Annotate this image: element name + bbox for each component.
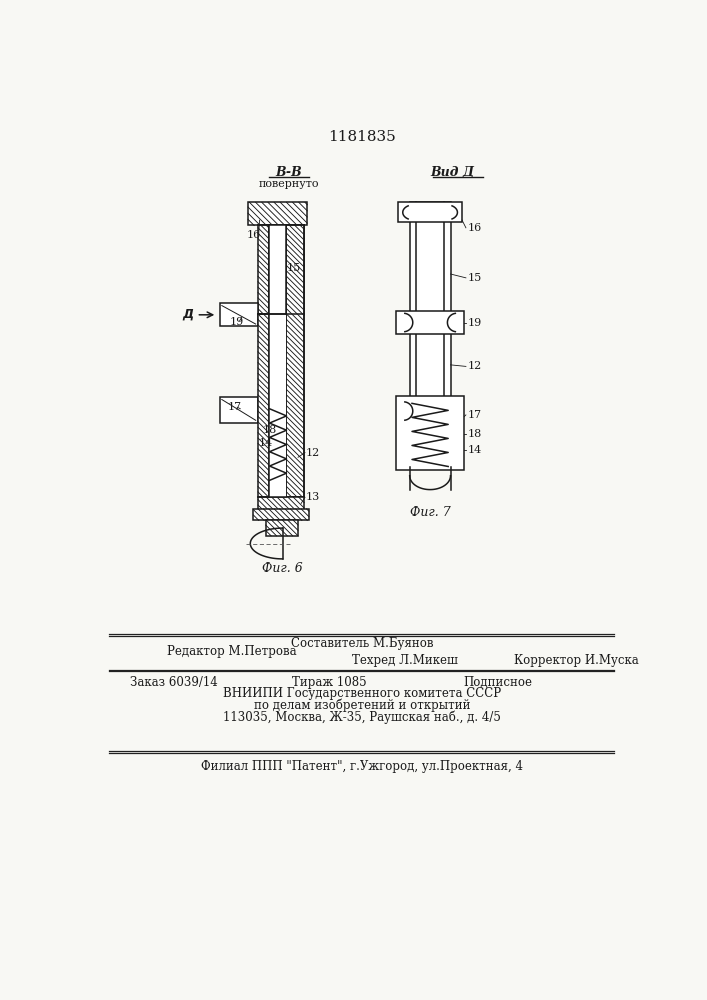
Text: Корректор И.Муска: Корректор И.Муска [514,654,638,667]
Text: B-B: B-B [276,166,302,179]
Bar [269,314,286,497]
Text: Подписное: Подписное [464,676,533,689]
Text: по делам изобретений и открытий: по делам изобретений и открытий [254,698,470,712]
Text: Д: Д [182,308,193,321]
Bar [269,225,286,314]
Bar [396,396,464,470]
Text: Заказ 6039/14: Заказ 6039/14 [130,676,218,689]
Bar [293,225,304,314]
Text: 113035, Москва, Ж-35, Раушская наб., д. 4/5: 113035, Москва, Ж-35, Раушская наб., д. … [223,710,501,724]
Bar [258,314,269,497]
Bar [219,397,258,423]
Text: Фиг. 6: Фиг. 6 [262,562,303,575]
Bar [286,225,304,497]
Text: Редактор М.Петрова: Редактор М.Петрова [167,645,297,658]
Text: 17: 17 [467,410,481,420]
Text: Составитель М.Буянов: Составитель М.Буянов [291,637,433,650]
Text: Тираж 1085: Тираж 1085 [291,676,366,689]
Text: 13: 13 [305,492,320,502]
Text: Фиг. 7: Фиг. 7 [410,506,451,519]
Bar [253,509,309,520]
Text: 12: 12 [467,361,481,371]
Text: Филиал ППП "Патент", г.Ужгород, ул.Проектная, 4: Филиал ППП "Патент", г.Ужгород, ул.Проек… [201,760,523,773]
Text: 1181835: 1181835 [328,130,396,144]
Text: 15: 15 [286,263,300,273]
Text: 16: 16 [467,223,481,233]
Bar [396,311,464,334]
Text: повернуто: повернуто [259,179,319,189]
Text: ВНИИПИ Государственного комитета СССР: ВНИИПИ Государственного комитета СССР [223,687,501,700]
Bar [266,520,298,536]
Text: 16: 16 [247,230,262,240]
Bar [409,202,450,466]
Bar [269,225,293,314]
Bar [219,303,258,326]
Bar [258,497,304,510]
Bar [258,225,269,314]
Text: 19: 19 [467,318,481,328]
Text: 14: 14 [467,445,481,455]
Bar [248,202,308,225]
Text: 18: 18 [262,425,276,435]
Text: 18: 18 [467,429,481,439]
Text: 15: 15 [467,273,481,283]
Text: Техред Л.Микеш: Техред Л.Микеш [352,654,458,667]
Text: 12: 12 [305,448,320,458]
Text: Вид Д: Вид Д [430,166,474,179]
Text: 14: 14 [259,438,273,448]
Text: 17: 17 [228,402,242,412]
Text: 19: 19 [230,317,245,327]
Bar [398,202,462,222]
